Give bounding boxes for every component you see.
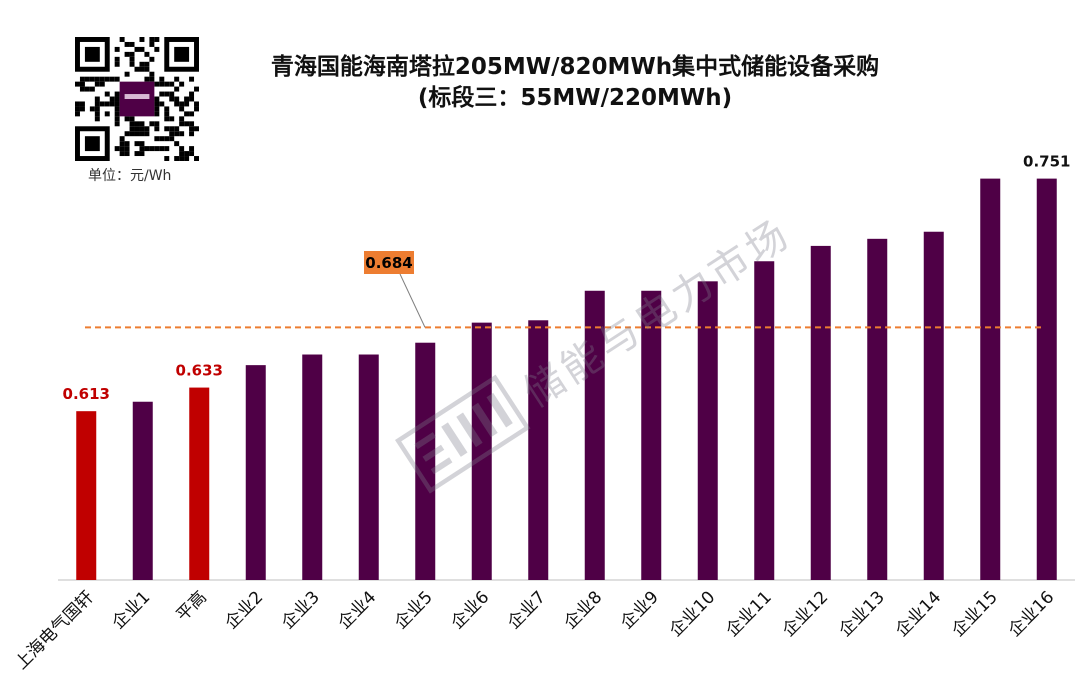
bar-5 <box>302 354 323 580</box>
bar-8 <box>471 322 492 580</box>
x-tick-label-group: 上海电气国轩 企业1 平高 企业2 企业3 企业4 企业5 企业6 企业7 企业8 企业9 企业10 企… <box>12 587 1059 673</box>
bar-6 <box>358 354 379 580</box>
bar-7 <box>415 342 436 580</box>
x-tick-label-12: 企业10 <box>666 587 719 640</box>
unit-label: 单位：元/Wh <box>88 168 172 184</box>
x-tick-label-15: 企业13 <box>835 587 888 640</box>
bar-12 <box>697 281 718 580</box>
bar-14 <box>810 245 831 580</box>
bar-18 <box>1036 178 1057 580</box>
bar-3 <box>189 387 210 580</box>
x-tick-label-17: 企业15 <box>948 587 1001 640</box>
x-tick-label-5: 企业3 <box>278 587 324 633</box>
bar-10 <box>584 290 605 580</box>
average-label-leader <box>399 273 426 328</box>
qr-code <box>75 37 199 161</box>
chart-title-line-2: (标段三：55MW/220MWh) <box>417 85 733 112</box>
x-tick-label-1: 上海电气国轩 <box>12 587 98 673</box>
average-label: 0.684 <box>365 254 412 272</box>
bar-15 <box>867 238 888 580</box>
chart-title-line-1: 青海国能海南塔拉205MW/820MWh集中式储能设备采购 <box>270 54 880 80</box>
data-label-group: 0.613 0.633 0.751 <box>63 153 1071 404</box>
x-tick-label-13: 企业11 <box>722 587 775 640</box>
average-label-box <box>364 251 414 274</box>
bar-16 <box>923 231 944 580</box>
bar-13 <box>754 261 775 580</box>
bar-group <box>76 178 1057 580</box>
x-tick-label-4: 企业2 <box>221 587 267 633</box>
x-tick-label-8: 企业6 <box>447 587 493 633</box>
bar-4 <box>245 365 266 580</box>
data-label-3: 0.633 <box>176 362 223 380</box>
data-label-1: 0.613 <box>63 385 110 403</box>
bar-11 <box>641 290 662 580</box>
x-tick-label-9: 企业7 <box>504 587 550 633</box>
bar-17 <box>980 178 1001 580</box>
x-tick-label-6: 企业4 <box>334 587 380 633</box>
x-tick-label-7: 企业5 <box>391 587 437 633</box>
chart-title: 青海国能海南塔拉205MW/820MWh集中式储能设备采购 (标段三：55MW/… <box>200 52 950 114</box>
x-tick-label-18: 企业16 <box>1005 587 1058 640</box>
x-tick-label-3: 平高 <box>173 587 211 625</box>
x-tick-label-11: 企业9 <box>617 587 663 633</box>
bar-9 <box>528 320 549 580</box>
x-tick-label-10: 企业8 <box>560 587 606 633</box>
x-tick-label-2: 企业1 <box>108 587 154 633</box>
bar-1 <box>76 411 97 580</box>
bar-2 <box>132 401 153 580</box>
data-label-18: 0.751 <box>1023 153 1070 171</box>
x-tick-label-16: 企业14 <box>892 587 945 640</box>
x-tick-label-14: 企业12 <box>779 587 832 640</box>
